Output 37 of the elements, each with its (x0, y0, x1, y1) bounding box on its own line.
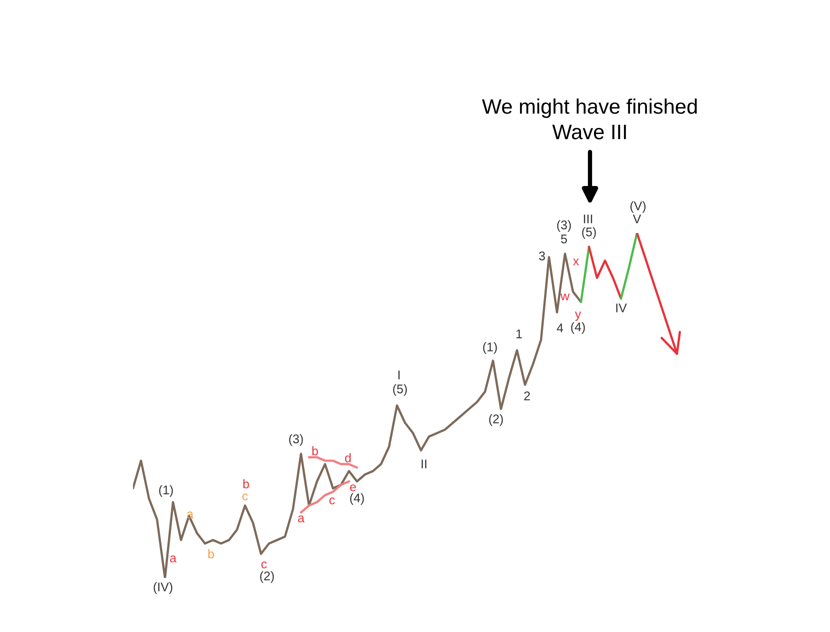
annotation: c (261, 562, 267, 568)
annotation: (5) (393, 384, 407, 396)
annotation: a (187, 512, 194, 518)
text: (IV) (154, 582, 172, 594)
annotation: II (422, 460, 426, 468)
annotation: (5) (582, 227, 596, 239)
annotation: I (398, 370, 400, 380)
annotation: w (560, 294, 570, 300)
annotation: (3) (289, 434, 303, 446)
annotation: (1) (159, 485, 173, 497)
annotation: (1) (483, 342, 497, 354)
annotation: 2 (524, 392, 530, 400)
text: V (632, 214, 642, 224)
annotation: IV (616, 304, 627, 312)
annotation: 3 (539, 252, 545, 260)
annotation: x (573, 258, 579, 266)
annotation: b (243, 479, 249, 488)
annotation: (4) (350, 493, 364, 505)
annotation: a (170, 556, 176, 562)
annotation: (2) (260, 571, 274, 583)
annotation: c (242, 494, 248, 500)
annotation: 5 (561, 234, 567, 244)
annotation: (4) (571, 322, 585, 334)
annotation: c (329, 498, 335, 504)
annotation: d (345, 453, 351, 462)
text: (3) (557, 220, 571, 232)
annotation: (2) (489, 414, 503, 426)
text: III (584, 214, 592, 224)
text: (V) (630, 201, 646, 213)
text: We might have finished Wave III (482, 98, 697, 140)
annotation: b (208, 549, 214, 558)
annotation: a (298, 516, 304, 522)
annotation: 4 (556, 324, 564, 332)
annotation: 1 (516, 330, 522, 338)
annotation: y (574, 312, 582, 321)
annotation: b (312, 446, 318, 456)
annotation: e (350, 484, 356, 492)
